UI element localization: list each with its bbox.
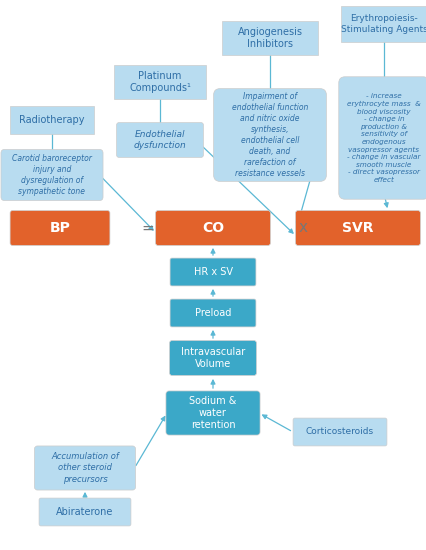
Text: Endothelial
dysfunction: Endothelial dysfunction	[133, 130, 186, 150]
FancyBboxPatch shape	[10, 211, 109, 245]
Text: BP: BP	[49, 221, 70, 235]
FancyBboxPatch shape	[35, 446, 135, 490]
Text: Angiogenesis
Inhibitors: Angiogenesis Inhibitors	[237, 27, 302, 49]
FancyBboxPatch shape	[114, 65, 205, 99]
Text: Impairment of
endothelial function
and nitric oxide
synthesis,
endothelial cell
: Impairment of endothelial function and n…	[231, 92, 308, 178]
FancyBboxPatch shape	[292, 418, 386, 446]
FancyBboxPatch shape	[39, 498, 131, 526]
FancyBboxPatch shape	[155, 211, 270, 245]
Text: x: x	[298, 221, 307, 235]
Text: CO: CO	[201, 221, 224, 235]
Text: Intravascular
Volume: Intravascular Volume	[181, 347, 245, 369]
FancyBboxPatch shape	[340, 6, 426, 42]
Text: Erythropoiesis-
Stimulating Agents: Erythropoiesis- Stimulating Agents	[340, 14, 426, 34]
Text: Preload: Preload	[194, 308, 230, 318]
Text: Radiotherapy: Radiotherapy	[19, 115, 84, 125]
FancyBboxPatch shape	[213, 89, 325, 182]
FancyBboxPatch shape	[295, 211, 420, 245]
Text: Abiraterone: Abiraterone	[56, 507, 113, 517]
Text: Accumulation of
other steroid
precursors: Accumulation of other steroid precursors	[51, 453, 119, 483]
Text: - increase
erythrocyte mass  &
blood viscosity
- change in
production &
sensitiv: - increase erythrocyte mass & blood visc…	[346, 94, 420, 183]
FancyBboxPatch shape	[222, 21, 317, 55]
Text: Carotid baroreceptor
injury and
dysregulation of
sympathetic tone: Carotid baroreceptor injury and dysregul…	[12, 154, 92, 196]
FancyBboxPatch shape	[170, 299, 255, 327]
Text: SVR: SVR	[342, 221, 373, 235]
Text: Platinum
Compounds¹: Platinum Compounds¹	[129, 71, 190, 93]
FancyBboxPatch shape	[169, 340, 256, 376]
FancyBboxPatch shape	[116, 123, 203, 157]
FancyBboxPatch shape	[338, 77, 426, 199]
FancyBboxPatch shape	[170, 258, 255, 286]
Text: Sodium &
water
retention: Sodium & water retention	[189, 395, 236, 431]
FancyBboxPatch shape	[166, 391, 259, 435]
FancyBboxPatch shape	[10, 106, 94, 134]
Text: HR x SV: HR x SV	[193, 267, 232, 277]
Text: =: =	[141, 221, 154, 235]
Text: Corticosteroids: Corticosteroids	[305, 427, 373, 437]
FancyBboxPatch shape	[1, 150, 103, 201]
